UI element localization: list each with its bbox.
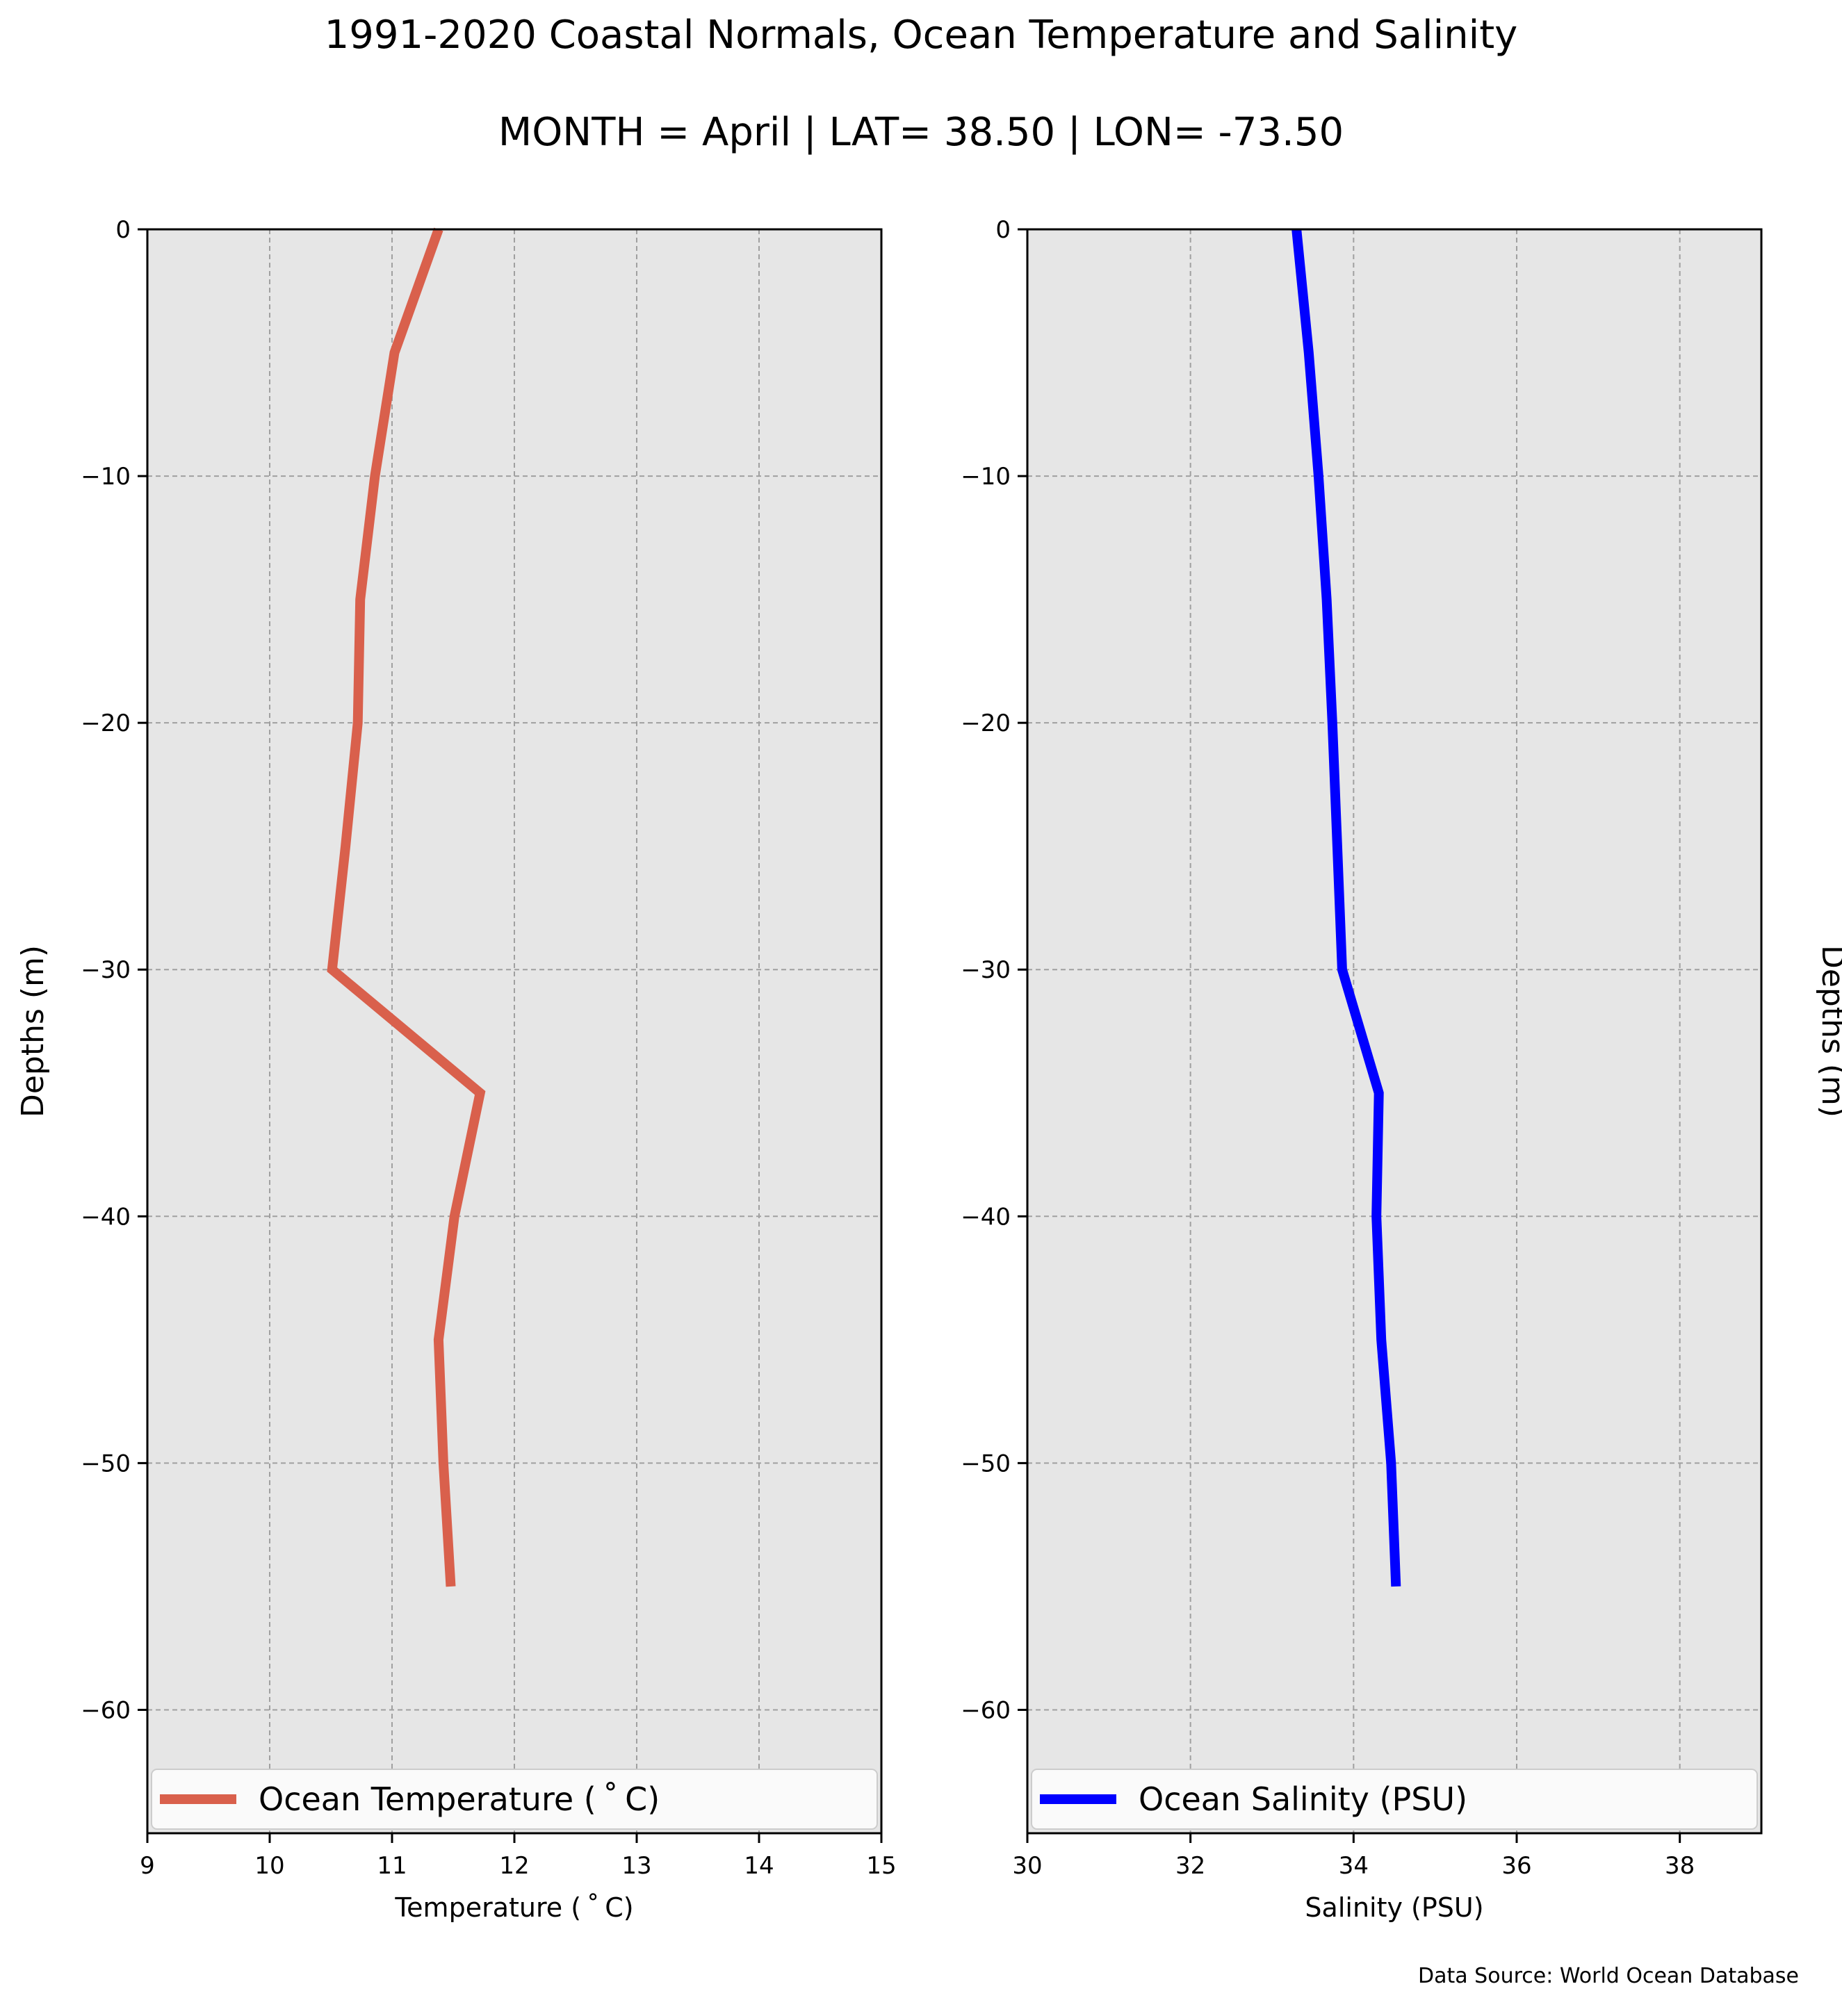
x-tick-label: 30 xyxy=(1012,1852,1042,1880)
axes-frame xyxy=(1026,228,1763,1835)
legend-label: Ocean Temperature ( ˚ C) xyxy=(259,1780,660,1818)
legend: Ocean Temperature ( ˚ C) xyxy=(151,1769,878,1830)
y-tick-label: −20 xyxy=(81,710,131,737)
legend-box xyxy=(151,1769,878,1830)
y-tick-label: −50 xyxy=(81,1450,131,1477)
y-tick-label: −10 xyxy=(81,463,131,491)
y-tick-label: 0 xyxy=(115,216,131,244)
x-tick-label: 10 xyxy=(254,1852,284,1880)
y-tick-label: −20 xyxy=(961,710,1011,737)
chart-title: 1991-2020 Coastal Normals, Ocean Tempera… xyxy=(324,13,1518,58)
plot-area xyxy=(1027,229,1761,1833)
x-tick-label: 38 xyxy=(1665,1852,1695,1880)
x-tick-label: 34 xyxy=(1339,1852,1369,1880)
panel-salinity: 30 32 34 36 38 0 −10 −20 −30 −40 −50 −60 Salinity (P… xyxy=(961,216,1842,1923)
y-tick-label: −30 xyxy=(81,956,131,984)
y-tick-label: −60 xyxy=(961,1696,1011,1724)
x-tick-label: 36 xyxy=(1501,1852,1531,1880)
y-tick-label: −40 xyxy=(81,1203,131,1231)
y-tick-label: −60 xyxy=(81,1696,131,1724)
y-tick-label: 0 xyxy=(995,216,1011,244)
x-tick-label: 9 xyxy=(140,1852,155,1880)
series-line-0 xyxy=(327,227,486,1587)
y-tick-label: −30 xyxy=(961,956,1011,984)
x-tick-label: 12 xyxy=(499,1852,529,1880)
y-tick-label: −40 xyxy=(961,1203,1011,1231)
y-tick-label: −10 xyxy=(961,463,1011,491)
x-tick-label: 15 xyxy=(866,1852,896,1880)
x-tick-label: 13 xyxy=(621,1852,651,1880)
chart-subtitle: MONTH = April | LAT= 38.50 | LON= -73.50 xyxy=(498,110,1344,155)
legend-label: Ocean Salinity (PSU) xyxy=(1139,1780,1467,1818)
y-axis-label: Depths (m) xyxy=(1815,945,1842,1117)
y-tick-label: −50 xyxy=(961,1450,1011,1477)
x-axis-label: Temperature ( ˚ C) xyxy=(394,1892,633,1923)
x-tick-label: 32 xyxy=(1175,1852,1205,1880)
legend: Ocean Salinity (PSU) xyxy=(1031,1769,1758,1830)
x-axis-label: Salinity (PSU) xyxy=(1305,1892,1483,1923)
panel-temperature: 9 10 11 12 13 14 15 0 −10 −20 −30 −40 −50 −60 Temperat… xyxy=(15,216,897,1923)
series-line-0 xyxy=(1291,229,1401,1587)
legend-box xyxy=(1031,1769,1758,1830)
x-tick-label: 14 xyxy=(744,1852,774,1880)
y-axis-label: Depths (m) xyxy=(15,945,51,1117)
x-tick-label: 11 xyxy=(377,1852,407,1880)
data-source-note: Data Source: World Ocean Database xyxy=(1418,1964,1799,1988)
